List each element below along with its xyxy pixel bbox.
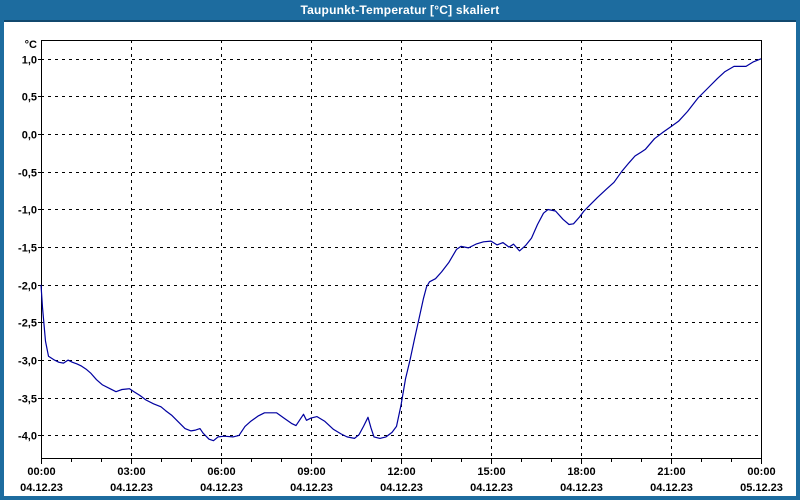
y-tick-label: -1,0 xyxy=(18,205,37,217)
y-tick-label: -2,0 xyxy=(18,281,37,293)
y-tick-label: -2,5 xyxy=(18,318,37,330)
x-tick-time-label: 18:00 xyxy=(567,466,595,478)
y-tick-label: 0,0 xyxy=(22,130,37,142)
x-tick-time-label: 21:00 xyxy=(657,466,685,478)
x-tick-date-label: 04.12.23 xyxy=(380,482,423,494)
y-tick-label: -0,5 xyxy=(18,168,37,180)
x-tick-date-label: 05.12.23 xyxy=(740,482,783,494)
x-tick-time-label: 03:00 xyxy=(117,466,145,478)
x-tick-time-label: 00:00 xyxy=(27,466,55,478)
x-tick-date-label: 04.12.23 xyxy=(650,482,693,494)
x-tick-date-label: 04.12.23 xyxy=(560,482,603,494)
y-tick-label: -3,0 xyxy=(18,356,37,368)
x-tick-date-label: 04.12.23 xyxy=(110,482,153,494)
y-tick-label: -1,5 xyxy=(18,243,37,255)
x-tick-date-label: 04.12.23 xyxy=(470,482,513,494)
x-tick-time-label: 09:00 xyxy=(297,466,325,478)
x-tick-time-label: 06:00 xyxy=(207,466,235,478)
x-tick-date-label: 04.12.23 xyxy=(290,482,333,494)
x-tick-time-label: 12:00 xyxy=(387,466,415,478)
y-tick-label: 0,5 xyxy=(22,92,37,104)
y-axis-unit-label: °C xyxy=(25,39,37,51)
page-title: Taupunkt-Temperatur [°C] skaliert xyxy=(300,3,500,17)
y-tick-label: -4,0 xyxy=(18,431,37,443)
x-tick-time-label: 15:00 xyxy=(477,466,505,478)
title-bar: Taupunkt-Temperatur [°C] skaliert xyxy=(0,0,800,22)
x-tick-date-label: 04.12.23 xyxy=(200,482,243,494)
series-line xyxy=(40,58,762,442)
x-tick-time-label: 00:00 xyxy=(747,466,775,478)
plot-border xyxy=(41,40,762,459)
y-tick-label: -3,5 xyxy=(18,394,37,406)
y-tick-label: 1,0 xyxy=(22,55,37,67)
x-tick-date-label: 04.12.23 xyxy=(20,482,63,494)
